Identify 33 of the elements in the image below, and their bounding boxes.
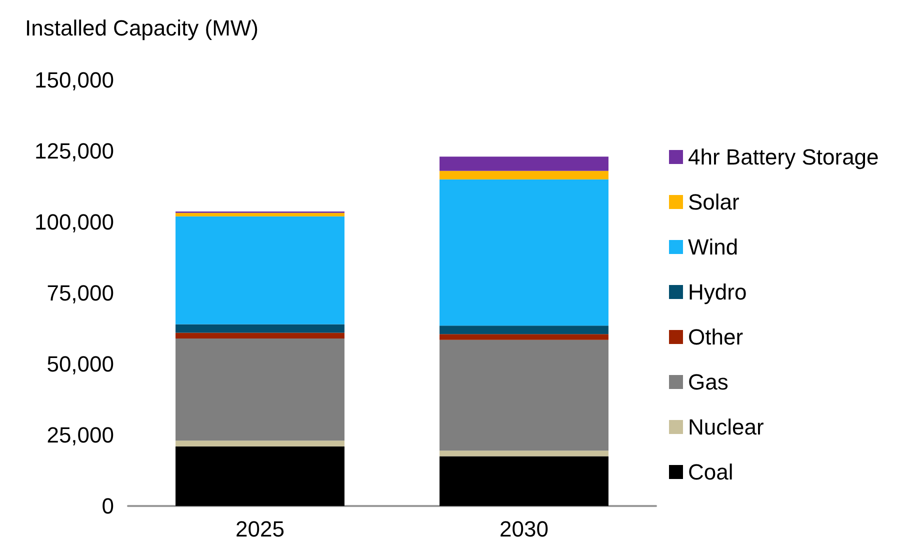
bar [176, 212, 344, 216]
bar [440, 456, 608, 506]
bar [440, 179, 608, 326]
legend-label: Other [688, 324, 744, 350]
bar [176, 338, 344, 441]
bar [440, 156, 608, 171]
y-tick-label: 75,000 [46, 280, 114, 306]
y-tick-label: 0 [102, 494, 114, 518]
legend-label: Wind [688, 234, 738, 260]
legend-label: Nuclear [688, 414, 764, 440]
bar [440, 326, 608, 334]
y-tick-label: 150,000 [34, 68, 114, 92]
y-axis-title: Installed Capacity (MW) [25, 16, 259, 40]
y-tick-label: 25,000 [46, 422, 114, 448]
bar [440, 170, 608, 180]
legend-label: Gas [688, 370, 728, 394]
legend-label: Solar [688, 190, 740, 214]
legend-label: 4hr Battery Storage [688, 144, 879, 170]
legend-label: Hydro [688, 280, 747, 304]
bar [176, 440, 344, 446]
x-tick-label: 2030 [500, 516, 548, 542]
bar [440, 334, 608, 340]
y-tick-label: 100,000 [34, 210, 114, 234]
bar [440, 340, 608, 451]
y-tick-label: 50,000 [46, 352, 114, 376]
bar [176, 446, 344, 506]
bar [176, 324, 344, 333]
bar [176, 332, 344, 338]
bar [440, 450, 608, 456]
legend-label: Coal [688, 460, 734, 484]
x-tick-label: 2025 [236, 516, 284, 542]
y-tick-label: 125,000 [34, 138, 114, 164]
bar [176, 216, 344, 324]
